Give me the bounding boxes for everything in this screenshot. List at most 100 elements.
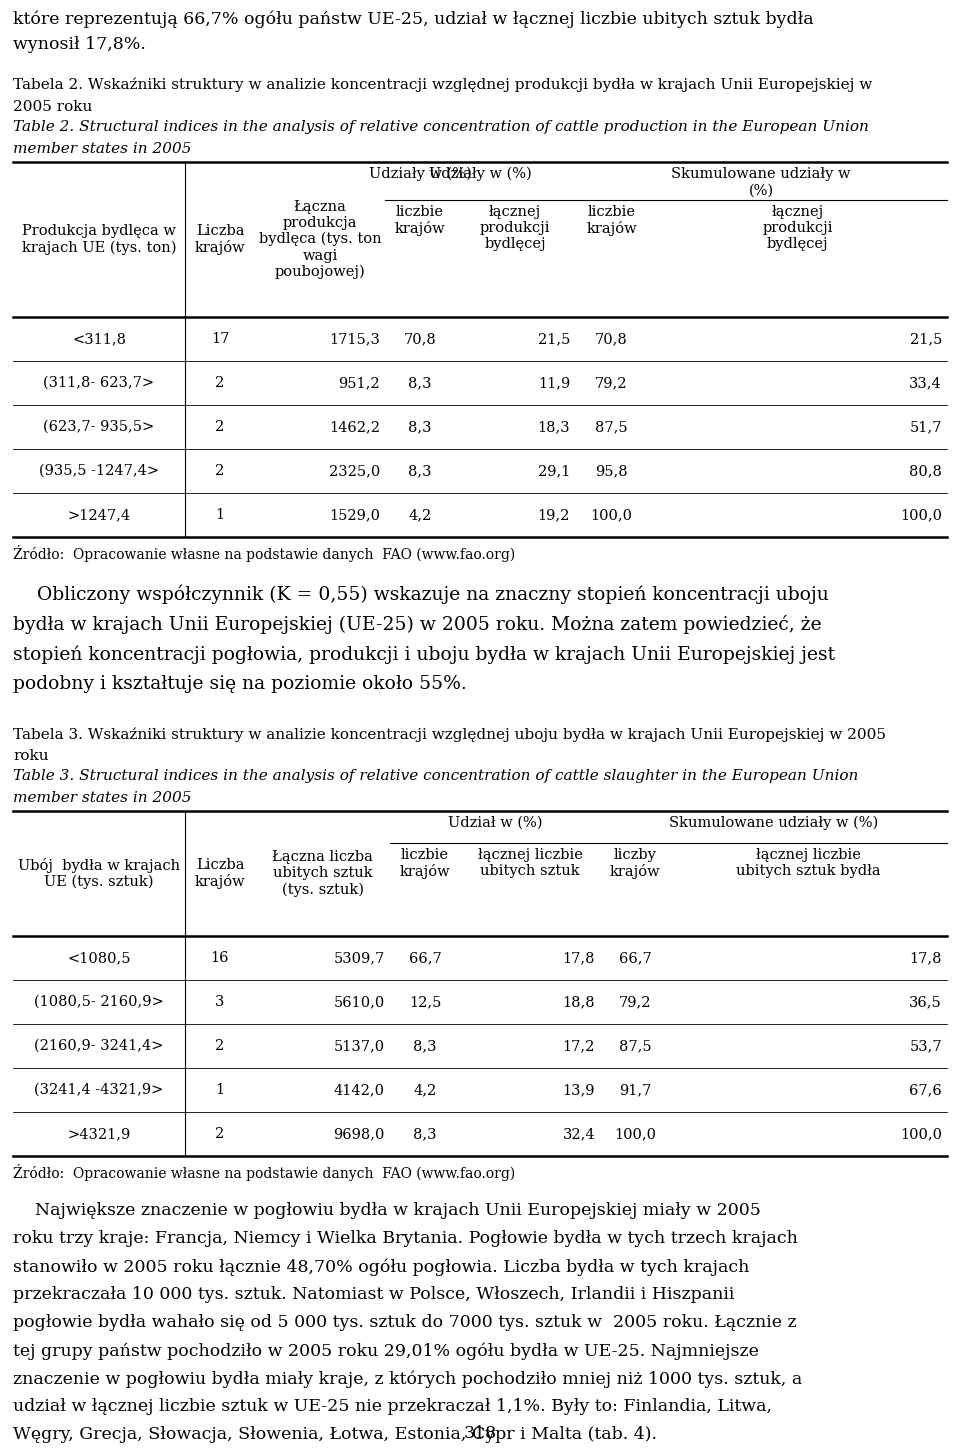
Text: 1: 1 bbox=[215, 508, 225, 522]
Text: (1080,5- 2160,9>: (1080,5- 2160,9> bbox=[35, 995, 164, 1008]
Text: 19,2: 19,2 bbox=[538, 508, 570, 522]
Text: 2: 2 bbox=[215, 1039, 225, 1053]
Text: 33,4: 33,4 bbox=[909, 375, 942, 390]
Text: łącznej
produkcji
bydlęcej: łącznej produkcji bydlęcej bbox=[480, 205, 550, 252]
Text: 80,8: 80,8 bbox=[909, 464, 942, 479]
Text: 29,1: 29,1 bbox=[538, 464, 570, 479]
Text: 100,0: 100,0 bbox=[900, 508, 942, 522]
Text: Table 2. Structural indices in the analysis of relative concentration of cattle : Table 2. Structural indices in the analy… bbox=[13, 119, 869, 134]
Text: 18,8: 18,8 bbox=[563, 995, 595, 1008]
Text: 13,9: 13,9 bbox=[563, 1083, 595, 1097]
Text: Tabela 2. Wskaźniki struktury w analizie koncentracji względnej produkcji bydła : Tabela 2. Wskaźniki struktury w analizie… bbox=[13, 79, 873, 93]
Text: 11,9: 11,9 bbox=[538, 375, 570, 390]
Text: 17: 17 bbox=[211, 332, 229, 346]
Text: (2160,9- 3241,4>: (2160,9- 3241,4> bbox=[35, 1039, 164, 1053]
Text: <311,8: <311,8 bbox=[72, 332, 126, 346]
Text: roku trzy kraje: Francja, Niemcy i Wielka Brytania. Pogłowie bydła w tych trzech: roku trzy kraje: Francja, Niemcy i Wielk… bbox=[13, 1229, 798, 1247]
Text: Udziały w (%): Udziały w (%) bbox=[369, 167, 471, 182]
Text: 51,7: 51,7 bbox=[910, 420, 942, 434]
Text: stanowiło w 2005 roku łącznie 48,70% ogółu pogłowia. Liczba bydła w tych krajach: stanowiło w 2005 roku łącznie 48,70% ogó… bbox=[13, 1259, 750, 1276]
Text: Obliczony współczynnik (K = 0,55) wskazuje na znaczny stopień koncentracji uboju: Obliczony współczynnik (K = 0,55) wskazu… bbox=[13, 585, 828, 604]
Text: >1247,4: >1247,4 bbox=[67, 508, 131, 522]
Text: wynosił 17,8%.: wynosił 17,8%. bbox=[13, 36, 146, 52]
Text: member states in 2005: member states in 2005 bbox=[13, 143, 191, 156]
Text: stopień koncentracji pogłowia, produkcji i uboju bydła w krajach Unii Europejski: stopień koncentracji pogłowia, produkcji… bbox=[13, 645, 835, 663]
Text: 21,5: 21,5 bbox=[910, 332, 942, 346]
Text: znaczenie w pogłowiu bydła miały kraje, z których pochodziło mniej niż 1000 tys.: znaczenie w pogłowiu bydła miały kraje, … bbox=[13, 1371, 803, 1388]
Text: udział w łącznej liczbie sztuk w UE-25 nie przekraczał 1,1%. Były to: Finlandia,: udział w łącznej liczbie sztuk w UE-25 n… bbox=[13, 1398, 772, 1416]
Text: roku: roku bbox=[13, 749, 49, 762]
Text: 70,8: 70,8 bbox=[403, 332, 437, 346]
Text: Ubój  bydła w krajach
UE (tys. sztuk): Ubój bydła w krajach UE (tys. sztuk) bbox=[18, 857, 180, 889]
Text: przekraczała 10 000 tys. sztuk. Natomiast w Polsce, Włoszech, Irlandii i Hiszpan: przekraczała 10 000 tys. sztuk. Natomias… bbox=[13, 1286, 734, 1304]
Text: Udziały w (%): Udziały w (%) bbox=[428, 167, 532, 182]
Text: (311,8- 623,7>: (311,8- 623,7> bbox=[43, 375, 155, 390]
Text: Produkcja bydlęca w
krajach UE (tys. ton): Produkcja bydlęca w krajach UE (tys. ton… bbox=[22, 224, 177, 255]
Text: 9698,0: 9698,0 bbox=[334, 1128, 385, 1141]
Text: >4321,9: >4321,9 bbox=[67, 1128, 131, 1141]
Text: Skumulowane udziały w
(%): Skumulowane udziały w (%) bbox=[671, 167, 851, 198]
Text: liczbie
krajów: liczbie krajów bbox=[395, 205, 445, 236]
Text: 18,3: 18,3 bbox=[538, 420, 570, 434]
Text: 5309,7: 5309,7 bbox=[334, 952, 385, 965]
Text: Źródło:  Opracowanie własne na podstawie danych  FAO (www.fao.org): Źródło: Opracowanie własne na podstawie … bbox=[13, 546, 516, 562]
Text: 4,2: 4,2 bbox=[408, 508, 432, 522]
Text: (935,5 -1247,4>: (935,5 -1247,4> bbox=[39, 464, 159, 479]
Text: łącznej
produkcji
bydlęcej: łącznej produkcji bydlęcej bbox=[762, 205, 832, 252]
Text: 17,8: 17,8 bbox=[909, 952, 942, 965]
Text: łącznej liczbie
ubitych sztuk: łącznej liczbie ubitych sztuk bbox=[477, 848, 583, 879]
Text: 100,0: 100,0 bbox=[900, 1128, 942, 1141]
Text: 1: 1 bbox=[215, 1083, 225, 1097]
Text: 36,5: 36,5 bbox=[909, 995, 942, 1008]
Text: tej grupy państw pochodziło w 2005 roku 29,01% ogółu bydła w UE-25. Najmniejsze: tej grupy państw pochodziło w 2005 roku … bbox=[13, 1342, 758, 1359]
Text: łącznej liczbie
ubitych sztuk bydła: łącznej liczbie ubitych sztuk bydła bbox=[736, 848, 881, 879]
Text: 66,7: 66,7 bbox=[618, 952, 652, 965]
Text: 2005 roku: 2005 roku bbox=[13, 100, 92, 113]
Text: liczbie
krajów: liczbie krajów bbox=[587, 205, 636, 236]
Text: 1462,2: 1462,2 bbox=[329, 420, 380, 434]
Text: Węgry, Grecja, Słowacja, Słowenia, Łotwa, Estonia, Cypr i Malta (tab. 4).: Węgry, Grecja, Słowacja, Słowenia, Łotwa… bbox=[13, 1426, 657, 1443]
Text: 2: 2 bbox=[215, 420, 225, 434]
Text: Tabela 3. Wskaźniki struktury w analizie koncentracji względnej uboju bydła w kr: Tabela 3. Wskaźniki struktury w analizie… bbox=[13, 728, 886, 742]
Text: 70,8: 70,8 bbox=[595, 332, 628, 346]
Text: 100,0: 100,0 bbox=[590, 508, 633, 522]
Text: 91,7: 91,7 bbox=[619, 1083, 651, 1097]
Text: Udział w (%): Udział w (%) bbox=[447, 816, 542, 829]
Text: Źródło:  Opracowanie własne na podstawie danych  FAO (www.fao.org): Źródło: Opracowanie własne na podstawie … bbox=[13, 1164, 516, 1181]
Text: 5610,0: 5610,0 bbox=[334, 995, 385, 1008]
Text: 100,0: 100,0 bbox=[614, 1128, 656, 1141]
Text: 79,2: 79,2 bbox=[619, 995, 651, 1008]
Text: 8,3: 8,3 bbox=[408, 375, 432, 390]
Text: 1715,3: 1715,3 bbox=[329, 332, 380, 346]
Text: Liczba
krajów: Liczba krajów bbox=[195, 858, 246, 889]
Text: 2: 2 bbox=[215, 375, 225, 390]
Text: 3: 3 bbox=[215, 995, 225, 1008]
Text: 16: 16 bbox=[211, 952, 229, 965]
Text: 53,7: 53,7 bbox=[909, 1039, 942, 1053]
Text: (3241,4 -4321,9>: (3241,4 -4321,9> bbox=[35, 1083, 164, 1097]
Text: 32,4: 32,4 bbox=[563, 1128, 595, 1141]
Text: 8,3: 8,3 bbox=[408, 420, 432, 434]
Text: 4142,0: 4142,0 bbox=[334, 1083, 385, 1097]
Text: 87,5: 87,5 bbox=[595, 420, 628, 434]
Text: 67,6: 67,6 bbox=[909, 1083, 942, 1097]
Text: 2325,0: 2325,0 bbox=[328, 464, 380, 479]
Text: 2: 2 bbox=[215, 464, 225, 479]
Text: 1529,0: 1529,0 bbox=[329, 508, 380, 522]
Text: <1080,5: <1080,5 bbox=[67, 952, 131, 965]
Text: 17,2: 17,2 bbox=[563, 1039, 595, 1053]
Text: 79,2: 79,2 bbox=[595, 375, 628, 390]
Text: member states in 2005: member states in 2005 bbox=[13, 792, 191, 805]
Text: Łączna liczba
ubitych sztuk
(tys. sztuk): Łączna liczba ubitych sztuk (tys. sztuk) bbox=[272, 850, 372, 896]
Text: 4,2: 4,2 bbox=[414, 1083, 437, 1097]
Text: 2: 2 bbox=[215, 1128, 225, 1141]
Text: które reprezentują 66,7% ogółu państw UE-25, udział w łącznej liczbie ubitych sz: które reprezentują 66,7% ogółu państw UE… bbox=[13, 10, 814, 28]
Text: 95,8: 95,8 bbox=[595, 464, 628, 479]
Text: 87,5: 87,5 bbox=[618, 1039, 651, 1053]
Text: Skumulowane udziały w (%): Skumulowane udziały w (%) bbox=[669, 816, 878, 831]
Text: 318: 318 bbox=[464, 1424, 496, 1442]
Text: Liczba
krajów: Liczba krajów bbox=[195, 224, 246, 255]
Text: 8,3: 8,3 bbox=[413, 1128, 437, 1141]
Text: 951,2: 951,2 bbox=[338, 375, 380, 390]
Text: 8,3: 8,3 bbox=[408, 464, 432, 479]
